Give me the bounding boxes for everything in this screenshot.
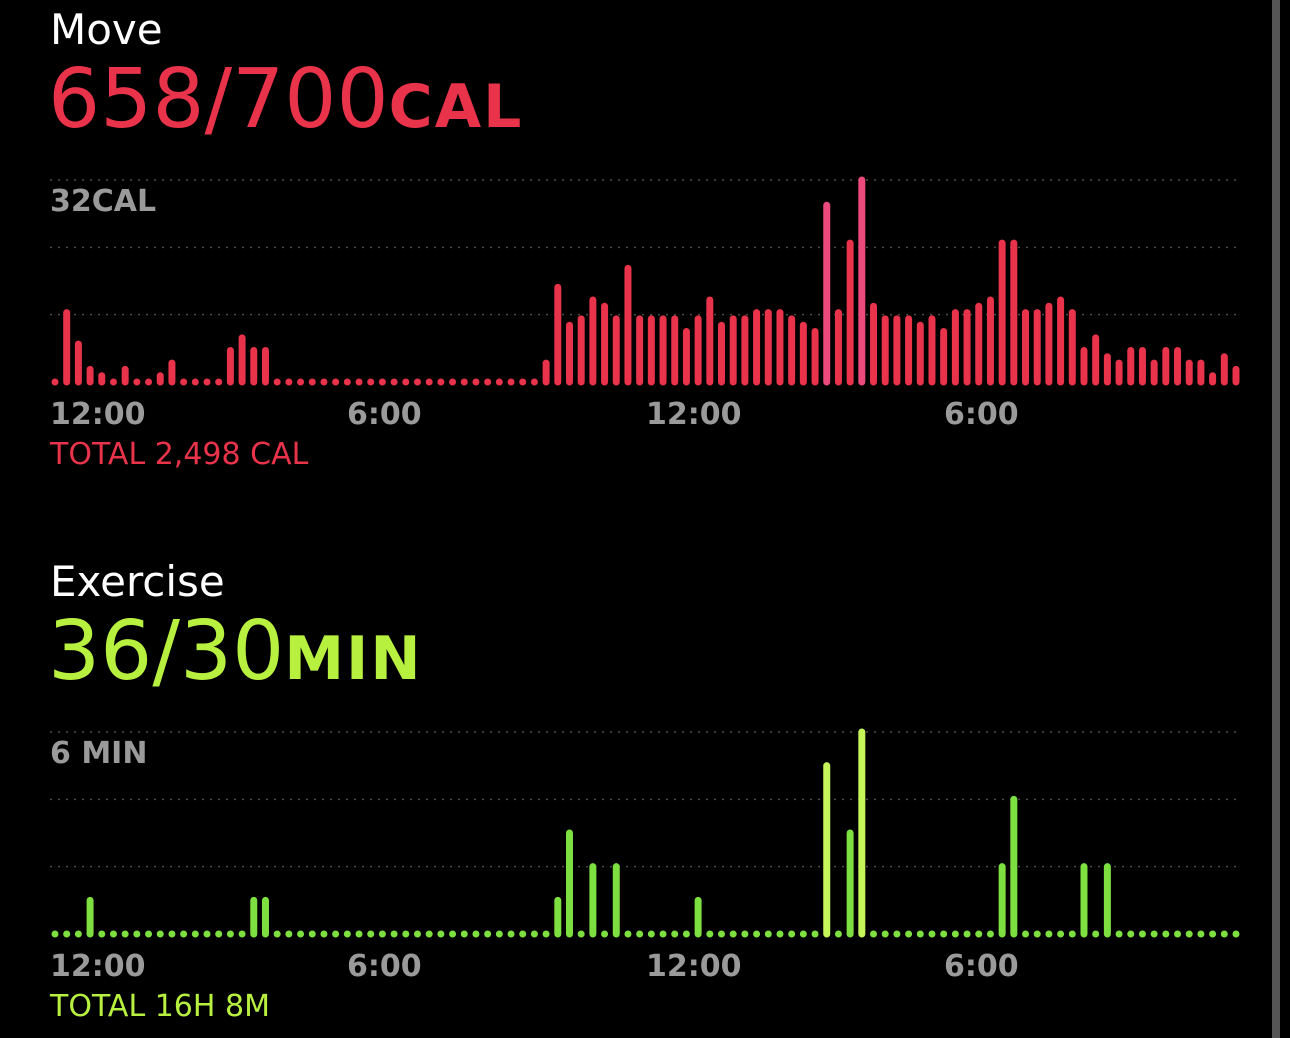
exercise-value-display: 36/30MIN <box>48 604 423 699</box>
move-xlabel-0: 12:00 <box>50 397 146 432</box>
move-unit: CAL <box>388 72 524 142</box>
move-total: TOTAL 2,498 CAL <box>50 437 309 472</box>
move-section: Move 658/700CAL 32CAL 12:00 6:00 12:00 6… <box>0 0 1272 500</box>
exercise-section: Exercise 36/30MIN 6 MIN 12:00 6:00 12:00… <box>0 552 1272 1038</box>
move-value-display: 658/700CAL <box>48 52 523 147</box>
exercise-xlabel-1: 6:00 <box>347 949 422 984</box>
exercise-xlabel-0: 12:00 <box>50 949 146 984</box>
move-xlabel-1: 6:00 <box>347 397 422 432</box>
exercise-scale-label: 6 MIN <box>50 736 148 771</box>
move-xlabel-2: 12:00 <box>646 397 742 432</box>
move-scale-label: 32CAL <box>50 184 157 219</box>
move-xlabel-3: 6:00 <box>944 397 1019 432</box>
move-chart <box>50 176 1240 386</box>
move-title: Move <box>50 5 163 54</box>
exercise-xlabel-2: 12:00 <box>646 949 742 984</box>
exercise-title: Exercise <box>50 557 225 606</box>
exercise-chart <box>50 728 1240 938</box>
exercise-total: TOTAL 16H 8M <box>50 989 270 1024</box>
exercise-unit: MIN <box>284 624 423 694</box>
scrollbar[interactable] <box>1272 0 1280 1038</box>
exercise-xlabel-3: 6:00 <box>944 949 1019 984</box>
move-value: 658/700 <box>48 52 389 147</box>
exercise-value: 36/30 <box>48 604 285 699</box>
